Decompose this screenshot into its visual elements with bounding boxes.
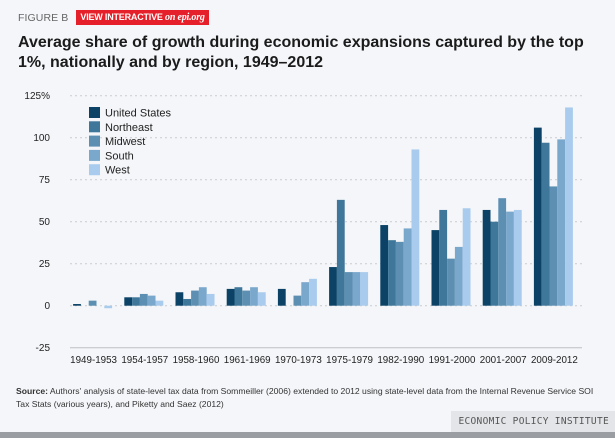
- bar: [482, 209, 491, 306]
- bar: [490, 221, 499, 306]
- bar: [541, 142, 550, 306]
- legend: United States Northeast Midwest South West: [89, 107, 172, 177]
- bar: [506, 211, 514, 306]
- legend-swatch: [89, 149, 100, 161]
- bar: [565, 107, 573, 306]
- publisher-logo: ECONOMIC POLICY INSTITUTE: [450, 411, 615, 432]
- y-tick-label: 25: [39, 259, 51, 270]
- y-tick-label: 100: [33, 133, 50, 144]
- legend-label: United States: [105, 108, 172, 120]
- bar: [447, 258, 455, 306]
- bar: [352, 272, 361, 306]
- y-tick-label: 50: [39, 217, 51, 228]
- bar: [191, 290, 199, 306]
- bar: [183, 298, 192, 306]
- bar: [124, 297, 133, 306]
- bar: [147, 295, 156, 306]
- x-tick-label: 2001-2007: [480, 355, 527, 366]
- bar: [301, 282, 310, 306]
- legend-label: South: [105, 150, 134, 162]
- source-text: Authors' analysis of state-level tax dat…: [16, 386, 594, 409]
- legend-swatch: [89, 164, 100, 176]
- bar: [88, 300, 97, 306]
- bar: [462, 208, 471, 306]
- bar: [206, 293, 215, 306]
- bar: [73, 304, 81, 306]
- x-tick-label: 1961-1969: [224, 355, 271, 366]
- bar: [132, 297, 140, 306]
- bar: [234, 287, 243, 306]
- bar: [257, 292, 266, 306]
- view-interactive-label: VIEW INTERACTIVE: [80, 12, 163, 22]
- y-tick-label: 125%: [24, 91, 50, 102]
- y-tick-label: 75: [39, 175, 51, 186]
- bar: [533, 127, 542, 306]
- bar: [498, 198, 507, 306]
- x-tick-label: 1954-1957: [121, 355, 168, 366]
- view-interactive-link[interactable]: VIEW INTERACTIVE on epi.org: [76, 10, 209, 25]
- bar: [439, 209, 448, 306]
- view-interactive-site: on epi.org: [165, 12, 205, 23]
- bar: [549, 186, 558, 306]
- bar: [411, 149, 420, 306]
- bar: [329, 267, 337, 306]
- bottom-border: [0, 432, 615, 438]
- bar: [336, 199, 345, 306]
- bar: [309, 278, 317, 306]
- bar: [293, 295, 302, 306]
- x-tick-label: 1970-1973: [275, 355, 322, 366]
- bars: [73, 107, 573, 309]
- bar: [250, 287, 258, 306]
- legend-label: Midwest: [105, 136, 145, 148]
- bar: [360, 272, 369, 306]
- figure-header: FIGURE B VIEW INTERACTIVE on epi.org: [18, 10, 209, 25]
- bar: [242, 290, 251, 306]
- source-label: Source:: [16, 386, 48, 396]
- bar: [277, 288, 286, 306]
- y-tick-label: 0: [44, 301, 50, 312]
- bar: [431, 230, 440, 306]
- chart-title: Average share of growth during economic …: [18, 34, 584, 71]
- x-axis-labels: 1949-1953 1954-1957 1958-1960 1961-1969 1970…: [70, 355, 578, 366]
- bar: [388, 240, 396, 306]
- bar: [175, 292, 184, 306]
- x-tick-label: 1975-1979: [326, 355, 373, 366]
- bar: [380, 225, 389, 306]
- x-tick-label: 1958-1960: [173, 355, 220, 366]
- legend-swatch: [89, 121, 100, 133]
- x-tick-label: 1991-2000: [429, 355, 476, 366]
- y-axis-ticks: -25 0 25 50 75 100 125%: [24, 91, 50, 354]
- bar: [513, 209, 522, 306]
- source-note: Source: Authors' analysis of state-level…: [16, 385, 601, 411]
- bar: [198, 287, 207, 306]
- bar: [454, 246, 463, 306]
- bar: [155, 300, 164, 306]
- legend-label: Northeast: [105, 122, 153, 134]
- bar: [226, 288, 235, 306]
- x-tick-label: 1949-1953: [70, 355, 117, 366]
- y-tick-label: -25: [36, 343, 51, 354]
- legend-swatch: [89, 135, 100, 147]
- bar: [557, 139, 566, 306]
- bar: [104, 305, 113, 309]
- figure-label: FIGURE B: [18, 11, 69, 24]
- bar: [395, 241, 404, 306]
- bar: [403, 228, 412, 306]
- bar: [344, 272, 353, 306]
- legend-label: West: [105, 165, 130, 177]
- bar: [139, 293, 148, 306]
- x-tick-label: 1982-1990: [377, 355, 424, 366]
- legend-swatch: [89, 107, 100, 118]
- x-tick-label: 2009-2012: [531, 355, 578, 366]
